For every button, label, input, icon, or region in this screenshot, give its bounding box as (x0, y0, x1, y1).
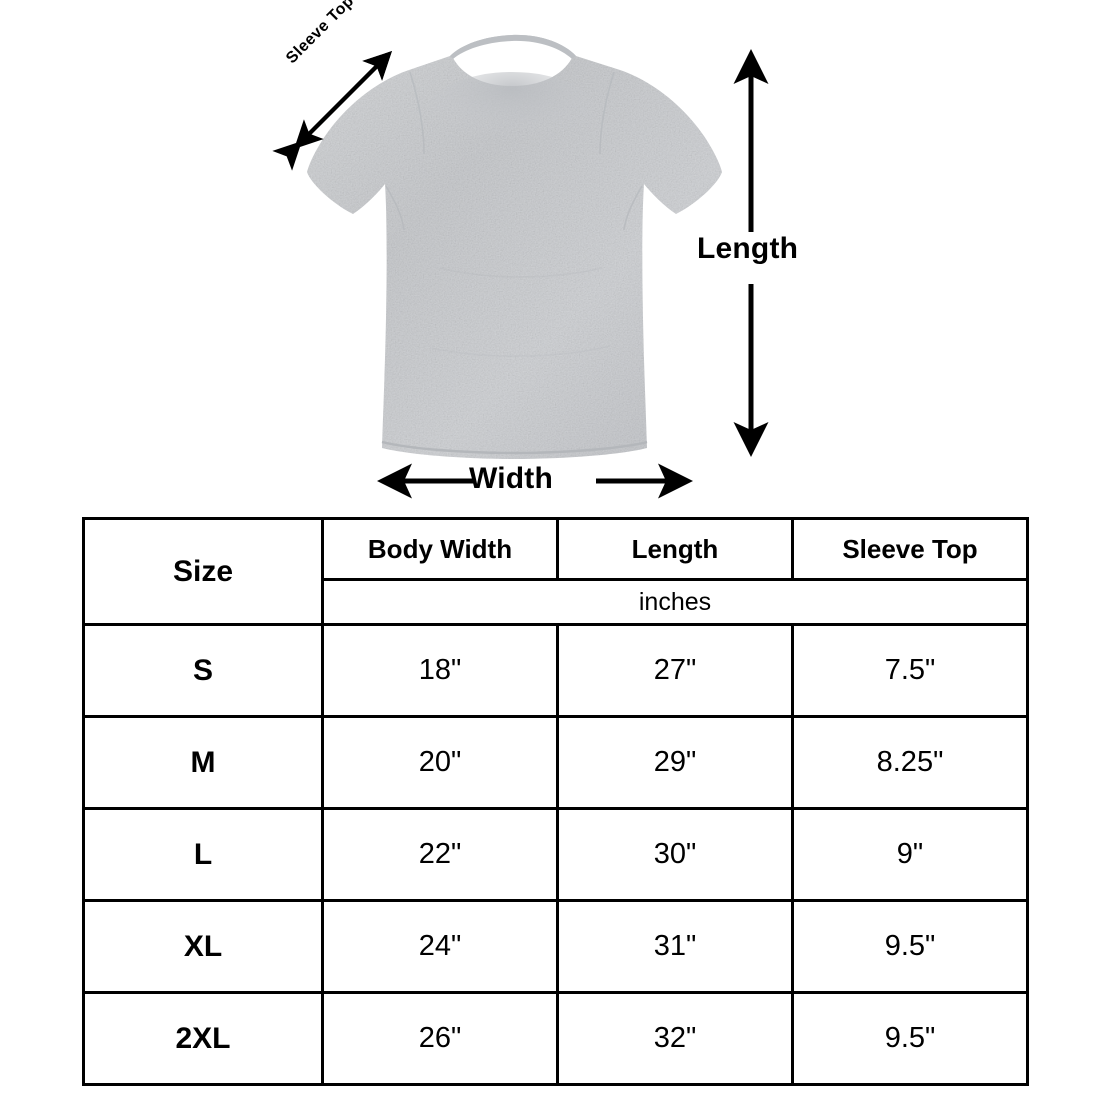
cell-size: L (82, 807, 324, 902)
table-row: S 18" 27" 7.5" (82, 623, 1029, 718)
cell-body-width: 26" (321, 991, 559, 1086)
tshirt-illustration (307, 34, 722, 460)
table-row: M 20" 29" 8.25" (82, 715, 1029, 810)
table-row: 2XL 26" 32" 9.5" (82, 991, 1029, 1086)
cell-sleeve-top: 9.5" (791, 991, 1029, 1086)
header-body-width: Body Width (321, 517, 559, 581)
cell-body-width: 20" (321, 715, 559, 810)
cell-sleeve-top: 7.5" (791, 623, 1029, 718)
table-units-row: inches (84, 578, 1029, 626)
cell-length: 27" (556, 623, 794, 718)
cell-length: 31" (556, 899, 794, 994)
width-arrow (376, 463, 694, 499)
cell-length: 29" (556, 715, 794, 810)
cell-length: 30" (556, 807, 794, 902)
header-length: Length (556, 517, 794, 581)
length-label: Length (697, 232, 799, 265)
table-row: L 22" 30" 9" (82, 807, 1029, 902)
cell-sleeve-top: 8.25" (791, 715, 1029, 810)
cell-size: XL (82, 899, 324, 994)
sleeve-top-arrow (272, 51, 392, 171)
length-arrow (733, 48, 769, 458)
cell-body-width: 24" (321, 899, 559, 994)
cell-body-width: 22" (321, 807, 559, 902)
cell-length: 32" (556, 991, 794, 1086)
table-row: XL 24" 31" 9.5" (82, 899, 1029, 994)
units-label: inches (321, 578, 1029, 626)
table-header-row: Size Body Width Length Sleeve Top (82, 517, 1029, 626)
cell-size: M (82, 715, 324, 810)
tshirt-hem-line (381, 440, 648, 455)
cell-sleeve-top: 9" (791, 807, 1029, 902)
tshirt-fold-lines (385, 71, 643, 357)
header-size: Size (82, 517, 324, 626)
tshirt-body-shape (307, 34, 722, 460)
cell-sleeve-top: 9.5" (791, 899, 1029, 994)
header-sleeve-top: Sleeve Top (791, 517, 1029, 581)
cell-size: 2XL (82, 991, 324, 1086)
garment-diagram: Sleeve Top Length (0, 0, 1100, 510)
width-label: Width (469, 462, 554, 495)
cell-body-width: 18" (321, 623, 559, 718)
size-chart-table: Size Body Width Length Sleeve Top inches… (82, 517, 1029, 1086)
cell-size: S (82, 623, 324, 718)
